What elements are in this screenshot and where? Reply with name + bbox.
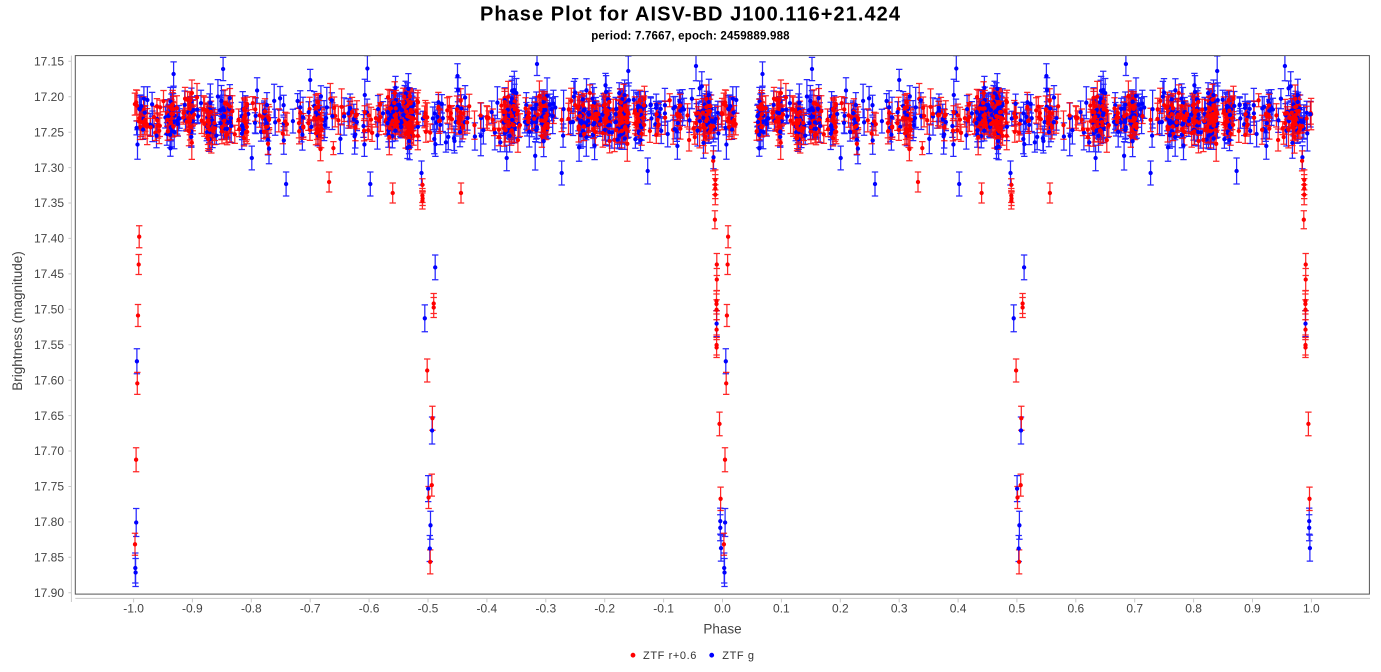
svg-text:ZTF r+0.6: ZTF r+0.6: [643, 650, 697, 662]
svg-text:-0.5: -0.5: [418, 602, 439, 616]
svg-text:-0.9: -0.9: [182, 602, 203, 616]
svg-text:17.55: 17.55: [34, 338, 64, 352]
svg-text:Phase Plot for AISV-BD J100.11: Phase Plot for AISV-BD J100.116+21.424: [480, 4, 901, 26]
svg-text:0.2: 0.2: [832, 602, 849, 616]
svg-text:0.9: 0.9: [1244, 602, 1261, 616]
svg-text:17.15: 17.15: [34, 55, 64, 69]
svg-text:0.1: 0.1: [773, 602, 790, 616]
svg-text:0.4: 0.4: [950, 602, 967, 616]
svg-text:period: 7.7667, epoch: 2459889: period: 7.7667, epoch: 2459889.988: [591, 31, 790, 43]
svg-text:17.65: 17.65: [34, 409, 64, 423]
svg-text:17.90: 17.90: [34, 586, 64, 600]
svg-text:-0.3: -0.3: [535, 602, 556, 616]
svg-text:-1.0: -1.0: [123, 602, 144, 616]
svg-text:-0.2: -0.2: [594, 602, 615, 616]
svg-text:-0.6: -0.6: [359, 602, 380, 616]
svg-text:17.20: 17.20: [34, 90, 64, 104]
svg-text:17.80: 17.80: [34, 515, 64, 529]
svg-text:Phase: Phase: [703, 622, 741, 637]
svg-text:0.8: 0.8: [1185, 602, 1202, 616]
svg-text:17.25: 17.25: [34, 125, 64, 139]
svg-text:Brightness (magnitude): Brightness (magnitude): [10, 251, 25, 391]
svg-text:17.35: 17.35: [34, 196, 64, 210]
svg-text:0.6: 0.6: [1067, 602, 1084, 616]
svg-text:17.40: 17.40: [34, 232, 64, 246]
svg-text:17.60: 17.60: [34, 373, 64, 387]
svg-text:0.0: 0.0: [714, 602, 731, 616]
svg-text:17.85: 17.85: [34, 551, 64, 565]
svg-text:17.70: 17.70: [34, 444, 64, 458]
svg-text:17.45: 17.45: [34, 267, 64, 281]
svg-text:17.30: 17.30: [34, 161, 64, 175]
svg-text:-0.7: -0.7: [300, 602, 321, 616]
svg-text:17.50: 17.50: [34, 303, 64, 317]
svg-text:0.5: 0.5: [1009, 602, 1026, 616]
svg-text:-0.4: -0.4: [477, 602, 498, 616]
svg-text:-0.1: -0.1: [653, 602, 674, 616]
svg-text:1.0: 1.0: [1303, 602, 1320, 616]
svg-text:-0.8: -0.8: [241, 602, 262, 616]
svg-text:ZTF g: ZTF g: [722, 650, 754, 662]
svg-text:17.75: 17.75: [34, 480, 64, 494]
svg-text:0.7: 0.7: [1126, 602, 1143, 616]
svg-text:0.3: 0.3: [891, 602, 908, 616]
